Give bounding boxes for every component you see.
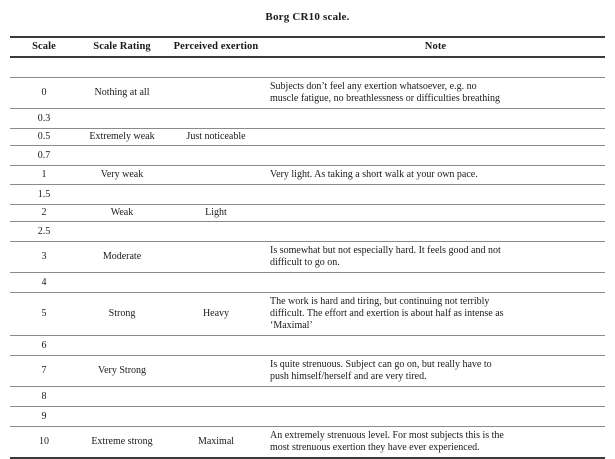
cell-scale: 7 bbox=[10, 355, 78, 387]
table-row-7: 7 Very Strong Is quite strenuous. Subjec… bbox=[10, 355, 605, 387]
cell-note bbox=[266, 204, 605, 222]
table-row-6: 6 bbox=[10, 335, 605, 356]
cell-rating: Extreme strong bbox=[78, 426, 166, 459]
cell-scale: 6 bbox=[10, 335, 78, 356]
cell-note bbox=[266, 406, 605, 427]
cell-scale: 2.5 bbox=[10, 221, 78, 242]
cell-exertion: Light bbox=[166, 204, 266, 222]
cell-rating bbox=[78, 108, 166, 129]
cell-note bbox=[266, 386, 605, 407]
cell-scale: 9 bbox=[10, 406, 78, 427]
cell-scale: 1 bbox=[10, 165, 78, 185]
cell-rating bbox=[78, 221, 166, 242]
cell-rating: Very weak bbox=[78, 165, 166, 185]
cell-exertion bbox=[166, 335, 266, 356]
table-row-2.5: 2.5 bbox=[10, 221, 605, 242]
table-row-3: 3 Moderate Is somewhat but not especiall… bbox=[10, 241, 605, 273]
cell-exertion bbox=[166, 184, 266, 205]
cell-note: Very light. As taking a short walk at yo… bbox=[266, 165, 605, 185]
cell-note bbox=[266, 335, 605, 356]
cell-scale: 0 bbox=[10, 77, 78, 109]
cell-exertion bbox=[166, 145, 266, 166]
cell-rating bbox=[78, 406, 166, 427]
cell-exertion bbox=[166, 406, 266, 427]
cell-exertion: Heavy bbox=[166, 292, 266, 336]
cell-scale: 10 bbox=[10, 426, 78, 459]
cell-scale bbox=[10, 57, 78, 78]
cell-scale: 0.7 bbox=[10, 145, 78, 166]
cell-rating bbox=[78, 145, 166, 166]
table-row-spacer bbox=[10, 57, 605, 78]
cell-rating: Weak bbox=[78, 204, 166, 222]
cell-rating: Strong bbox=[78, 292, 166, 336]
table-row-8: 8 bbox=[10, 386, 605, 407]
table-row-1: 1 Very weak Very light. As taking a shor… bbox=[10, 165, 605, 185]
cell-exertion bbox=[166, 221, 266, 242]
cell-note bbox=[266, 145, 605, 166]
cell-exertion bbox=[166, 272, 266, 293]
cell-exertion bbox=[166, 57, 266, 78]
borg-cr10-table: Scale Scale Rating Perceived exertion No… bbox=[10, 36, 605, 459]
cell-exertion bbox=[166, 165, 266, 185]
cell-note bbox=[266, 184, 605, 205]
cell-rating bbox=[78, 57, 166, 78]
cell-scale: 1.5 bbox=[10, 184, 78, 205]
cell-rating: Moderate bbox=[78, 241, 166, 273]
cell-rating bbox=[78, 386, 166, 407]
column-header-scale-rating: Scale Rating bbox=[78, 37, 166, 58]
cell-exertion: Maximal bbox=[166, 426, 266, 459]
cell-note bbox=[266, 57, 605, 78]
cell-scale: 2 bbox=[10, 204, 78, 222]
cell-exertion bbox=[166, 386, 266, 407]
screenshot-root: { "title": "Borg CR10 scale.", "colors":… bbox=[10, 11, 605, 459]
column-header-perceived-exertion: Perceived exertion bbox=[166, 37, 266, 58]
cell-note bbox=[266, 221, 605, 242]
cell-note: The work is hard and tiring, but continu… bbox=[266, 292, 605, 336]
table-row-0.7: 0.7 bbox=[10, 145, 605, 166]
table-caption: Borg CR10 scale. bbox=[265, 11, 350, 23]
table-row-0.5: 0.5 Extremely weak Just noticeable bbox=[10, 128, 605, 146]
cell-rating: Extremely weak bbox=[78, 128, 166, 146]
table-row-5: 5 Strong Heavy The work is hard and tiri… bbox=[10, 292, 605, 336]
table-row-9: 9 bbox=[10, 406, 605, 427]
cell-scale: 5 bbox=[10, 292, 78, 336]
cell-exertion bbox=[166, 77, 266, 109]
cell-scale: 8 bbox=[10, 386, 78, 407]
cell-exertion bbox=[166, 108, 266, 129]
cell-rating bbox=[78, 335, 166, 356]
cell-note: Subjects don’t feel any exertion whatsoe… bbox=[266, 77, 605, 109]
column-header-scale: Scale bbox=[10, 37, 78, 58]
cell-note: Is somewhat but not especially hard. It … bbox=[266, 241, 605, 273]
cell-scale: 4 bbox=[10, 272, 78, 293]
cell-note bbox=[266, 108, 605, 129]
column-header-note: Note bbox=[266, 37, 605, 58]
cell-note bbox=[266, 272, 605, 293]
cell-scale: 3 bbox=[10, 241, 78, 273]
table-row-0: 0 Nothing at all Subjects don’t feel any… bbox=[10, 77, 605, 109]
header-row: Scale Scale Rating Perceived exertion No… bbox=[10, 37, 605, 58]
cell-note: Is quite strenuous. Subject can go on, b… bbox=[266, 355, 605, 387]
cell-exertion bbox=[166, 355, 266, 387]
table-row-2: 2 Weak Light bbox=[10, 204, 605, 222]
cell-rating: Very Strong bbox=[78, 355, 166, 387]
cell-rating: Nothing at all bbox=[78, 77, 166, 109]
table-row-10: 10 Extreme strong Maximal An extremely s… bbox=[10, 426, 605, 459]
cell-rating bbox=[78, 272, 166, 293]
cell-scale: 0.5 bbox=[10, 128, 78, 146]
cell-note bbox=[266, 128, 605, 146]
cell-scale: 0.3 bbox=[10, 108, 78, 129]
table-row-1.5: 1.5 bbox=[10, 184, 605, 205]
table-row-0.3: 0.3 bbox=[10, 108, 605, 129]
cell-rating bbox=[78, 184, 166, 205]
cell-note: An extremely strenuous level. For most s… bbox=[266, 426, 605, 459]
cell-exertion: Just noticeable bbox=[166, 128, 266, 146]
table-row-4: 4 bbox=[10, 272, 605, 293]
cell-exertion bbox=[166, 241, 266, 273]
